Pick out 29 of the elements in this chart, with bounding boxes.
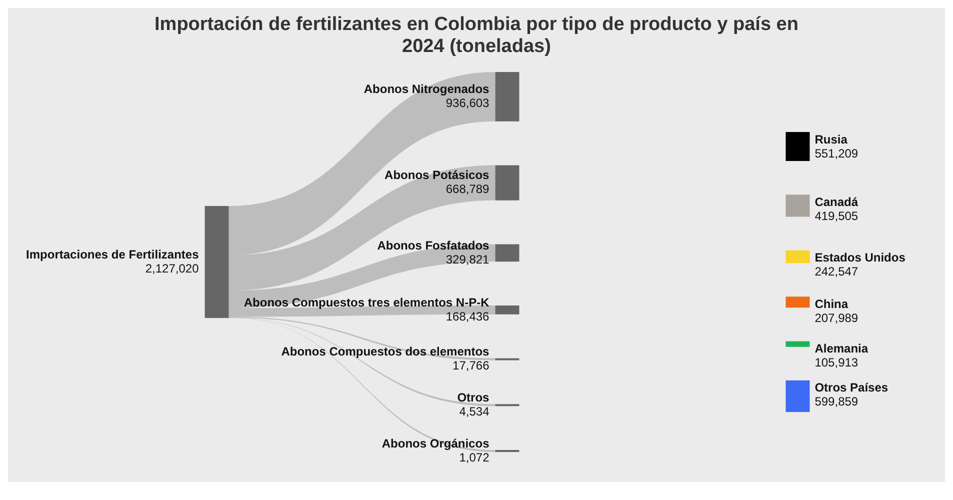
data-label: 1,072 [459,450,490,464]
category-label: Abonos Compuestos dos elementos [281,344,490,359]
data-label: 936,603 [446,96,490,110]
category-label: Otros [457,390,490,404]
data-label: 105,913 [814,356,858,370]
category-label: Rusia [814,132,848,146]
category-label: Abonos Compuestos tres elementos N-P-K [244,295,490,310]
category-label: Canadá [814,194,858,209]
data-label: 329,821 [446,252,490,266]
data-label: 4,534 [459,404,490,418]
data-label: 242,547 [814,264,858,279]
category-label: China [814,297,848,311]
category-label: Otros Países [814,380,888,395]
category-label: Importaciones de Fertilizantes [26,247,200,262]
category-label: Abonos Potásicos [384,168,490,182]
category-label: Abonos Nitrogenados [364,82,490,96]
category-label: Estados Unidos [814,250,906,265]
data-label: 2,127,020 [145,261,200,276]
category-label: Abonos Orgánicos [382,436,490,450]
data-label: 551,209 [814,146,858,160]
data-label: 168,436 [446,309,490,324]
data-label: 207,989 [814,311,858,325]
data-label: 419,505 [814,208,858,223]
text: Importación de fertilizantes en Colombia por tipo de producto y país en 2024 (toneladas) [154,13,800,59]
data-label: 599,859 [814,394,858,409]
data-label: 668,789 [446,182,490,196]
category-label: Alemania [814,342,868,356]
data-label: 17,766 [452,358,490,373]
category-label: Abonos Fosfatados [377,238,490,252]
